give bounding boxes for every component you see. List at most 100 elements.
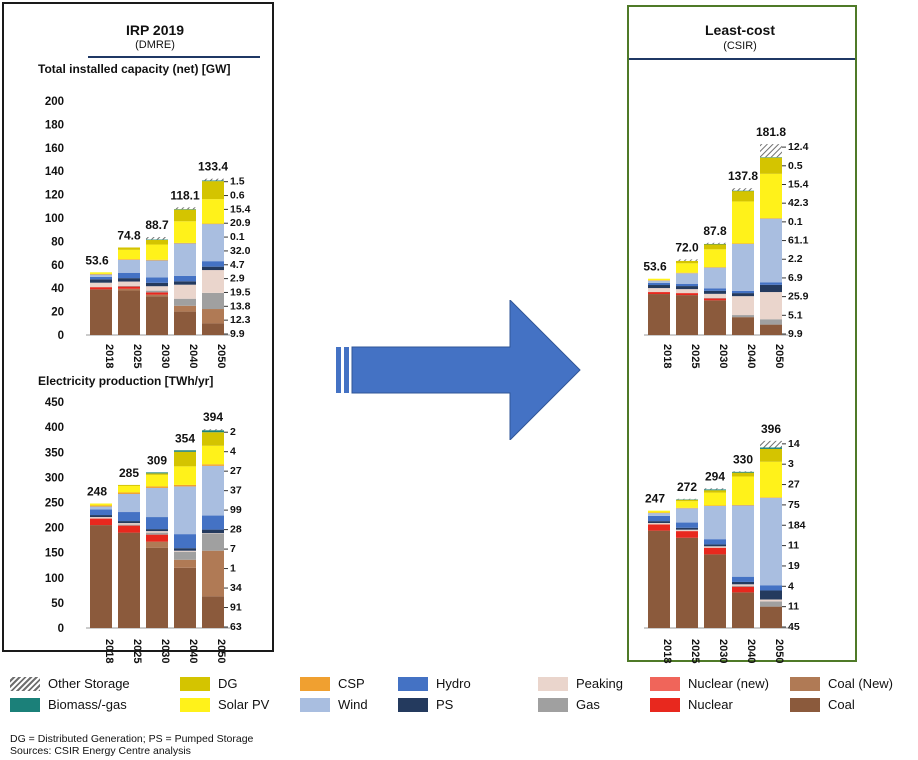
leastcost-capacity-bar-2025-wind xyxy=(676,273,698,284)
leastcost-capacity-total-2018: 53.6 xyxy=(643,260,667,274)
irp-production-bar-2040-coal xyxy=(174,567,196,628)
arrow-body xyxy=(351,300,581,440)
irp-capacity-bar-2040-biomass-gas xyxy=(174,209,196,210)
legend-item-ps: PS xyxy=(398,697,453,712)
leastcost-production-bar-2025-hydro xyxy=(676,522,698,528)
legend-item-gas: Gas xyxy=(538,697,600,712)
leastcost-capacity-bar-2030-peaking xyxy=(704,293,726,298)
leastcost-production-bar-2050-wind xyxy=(760,497,782,586)
irp-production-bar-2025-gas xyxy=(118,524,140,526)
leastcost-capacity-side-label-1: 0.5 xyxy=(788,160,803,172)
legend-label: Coal (New) xyxy=(828,676,894,691)
irp-capacity-bar-2018-ps xyxy=(90,279,112,283)
irp-capacity-bar-2030-coal xyxy=(146,296,168,335)
leastcost-capacity-bar-2050-wind xyxy=(760,218,782,283)
irp-production-bar-2030-biomass-gas xyxy=(146,472,168,474)
leastcost-capacity-bar-2030-biomass-gas xyxy=(704,243,726,245)
irp-production-bar-2050-dg xyxy=(202,432,224,446)
leastcost-capacity-bar-2025-dg xyxy=(676,260,698,264)
irp-production-bar-2018-coal xyxy=(90,525,112,628)
leastcost-production-side-label-6: 19 xyxy=(788,560,800,572)
irp-capacity-bar-2025-dg xyxy=(118,247,140,250)
leastcost-capacity-bar-2050-dg xyxy=(760,157,782,174)
leastcost-capacity-bar-2030-nuclear xyxy=(704,298,726,301)
irp-production-bar-2050-solar-pv xyxy=(202,445,224,465)
irp-capacity-ytick-120: 120 xyxy=(45,190,64,202)
leastcost-production-bar-2040-biomass-gas xyxy=(732,471,754,473)
leastcost-production-bar-2025-coal xyxy=(676,537,698,628)
irp-production-bar-2050-ps xyxy=(202,529,224,534)
leastcost-capacity-bar-2040-gas xyxy=(732,315,754,318)
legend-item-wind: Wind xyxy=(300,697,368,712)
arrow-stripe-2 xyxy=(344,347,349,393)
irp-production-bar-2030-coal-new- xyxy=(146,541,168,548)
leastcost-production-side-label-7: 4 xyxy=(788,580,794,592)
irp-production-bar-2030-dg xyxy=(146,473,168,475)
leastcost-production-bar-2050-dg xyxy=(760,448,782,462)
leastcost-production-bar-2050-hydro xyxy=(760,585,782,591)
irp-capacity-bar-2040-coal-new- xyxy=(174,305,196,312)
irp-production-ytick-450: 450 xyxy=(45,397,64,409)
irp-production-side-label-4: 99 xyxy=(230,504,242,516)
legend-item-coal-new-: Coal (New) xyxy=(790,676,893,691)
leastcost-capacity-bar-2018-nuclear xyxy=(648,292,670,295)
leastcost-production-bar-2040-ps xyxy=(732,581,754,585)
leastcost-production-bar-2018-wind xyxy=(648,513,670,516)
leastcost-production-bar-2040-coal xyxy=(732,592,754,628)
irp-capacity-bar-2050-peaking xyxy=(202,270,224,293)
irp-production-year-2040: 2040 xyxy=(187,639,199,663)
leastcost-capacity-bar-2040-csp xyxy=(732,243,754,244)
leastcost-capacity-bar-2025-ps xyxy=(676,286,698,290)
irp-capacity-ytick-40: 40 xyxy=(51,283,64,295)
leastcost-capacity-year-2025: 2025 xyxy=(689,344,701,368)
legend-swatch xyxy=(538,676,568,691)
leastcost-production-year-2040: 2040 xyxy=(745,639,757,663)
leastcost-production-year-2025: 2025 xyxy=(689,639,701,663)
irp-production-bar-2040-peaking xyxy=(174,550,196,552)
irp-capacity-side-label-4: 0.1 xyxy=(230,231,245,243)
irp-production-bar-2050-wind xyxy=(202,465,224,516)
leastcost-production-year-2018: 2018 xyxy=(661,639,673,663)
leastcost-production-bar-2025-csp xyxy=(676,507,698,509)
irp-capacity-bar-2025-ps xyxy=(118,278,140,282)
irp-production-side-label-0: 2 xyxy=(230,426,236,438)
leastcost-production-bar-2025-dg xyxy=(676,499,698,502)
irp-capacity-bar-2025-csp xyxy=(118,259,140,260)
legend-label: DG xyxy=(218,676,238,691)
irp-capacity-bar-2025-coal xyxy=(118,290,140,335)
irp-production-side-label-3: 37 xyxy=(230,485,242,497)
irp-capacity-bar-2025-hydro xyxy=(118,272,140,279)
irp-production-bar-2050-hydro xyxy=(202,515,224,530)
legend-item-peaking: Peaking xyxy=(538,676,623,691)
irp-capacity-ytick-140: 140 xyxy=(45,166,64,178)
legend-label: Coal xyxy=(828,697,855,712)
leastcost-capacity-side-label-8: 25.9 xyxy=(788,291,809,303)
leastcost-production-bar-2030-dg xyxy=(704,490,726,493)
irp-capacity-total-2030: 88.7 xyxy=(145,218,169,232)
irp-production-year-2050: 2050 xyxy=(215,639,227,663)
irp-capacity-bar-2040-solar-pv xyxy=(174,221,196,243)
leastcost-production-bar-2018-nuclear xyxy=(648,524,670,531)
irp-production-side-label-1: 4 xyxy=(230,446,236,458)
irp-capacity-year-2025: 2025 xyxy=(131,344,143,368)
irp-production-bar-2030-csp xyxy=(146,486,168,488)
irp-production-bar-2040-wind xyxy=(174,486,196,535)
leastcost-production-bar-2030-csp xyxy=(704,505,726,506)
legend-label: CSP xyxy=(338,676,365,691)
irp-production-total-2018: 248 xyxy=(87,485,107,499)
irp-production-bar-2025-coal xyxy=(118,532,140,628)
irp-capacity-bar-2050-biomass-gas xyxy=(202,180,224,182)
irp-production-bar-2040-gas xyxy=(174,551,196,560)
left-panel-subtitle: (DMRE) xyxy=(135,39,175,51)
irp-production-side-label-7: 1 xyxy=(230,563,236,575)
leastcost-production-year-2050: 2050 xyxy=(773,639,785,663)
leastcost-capacity-bar-2018-coal xyxy=(648,294,670,335)
irp-production-bar-2018-hydro xyxy=(90,509,112,516)
arrow-stripe-1 xyxy=(336,347,341,393)
irp-production-side-label-2: 27 xyxy=(230,465,242,477)
leastcost-capacity-side-label-6: 2.2 xyxy=(788,253,803,265)
leastcost-production-total-2030: 294 xyxy=(705,469,725,483)
irp-capacity-year-2030: 2030 xyxy=(159,344,171,368)
leastcost-production-total-2025: 272 xyxy=(677,480,697,494)
leastcost-capacity-bar-2030-hydro xyxy=(704,288,726,291)
